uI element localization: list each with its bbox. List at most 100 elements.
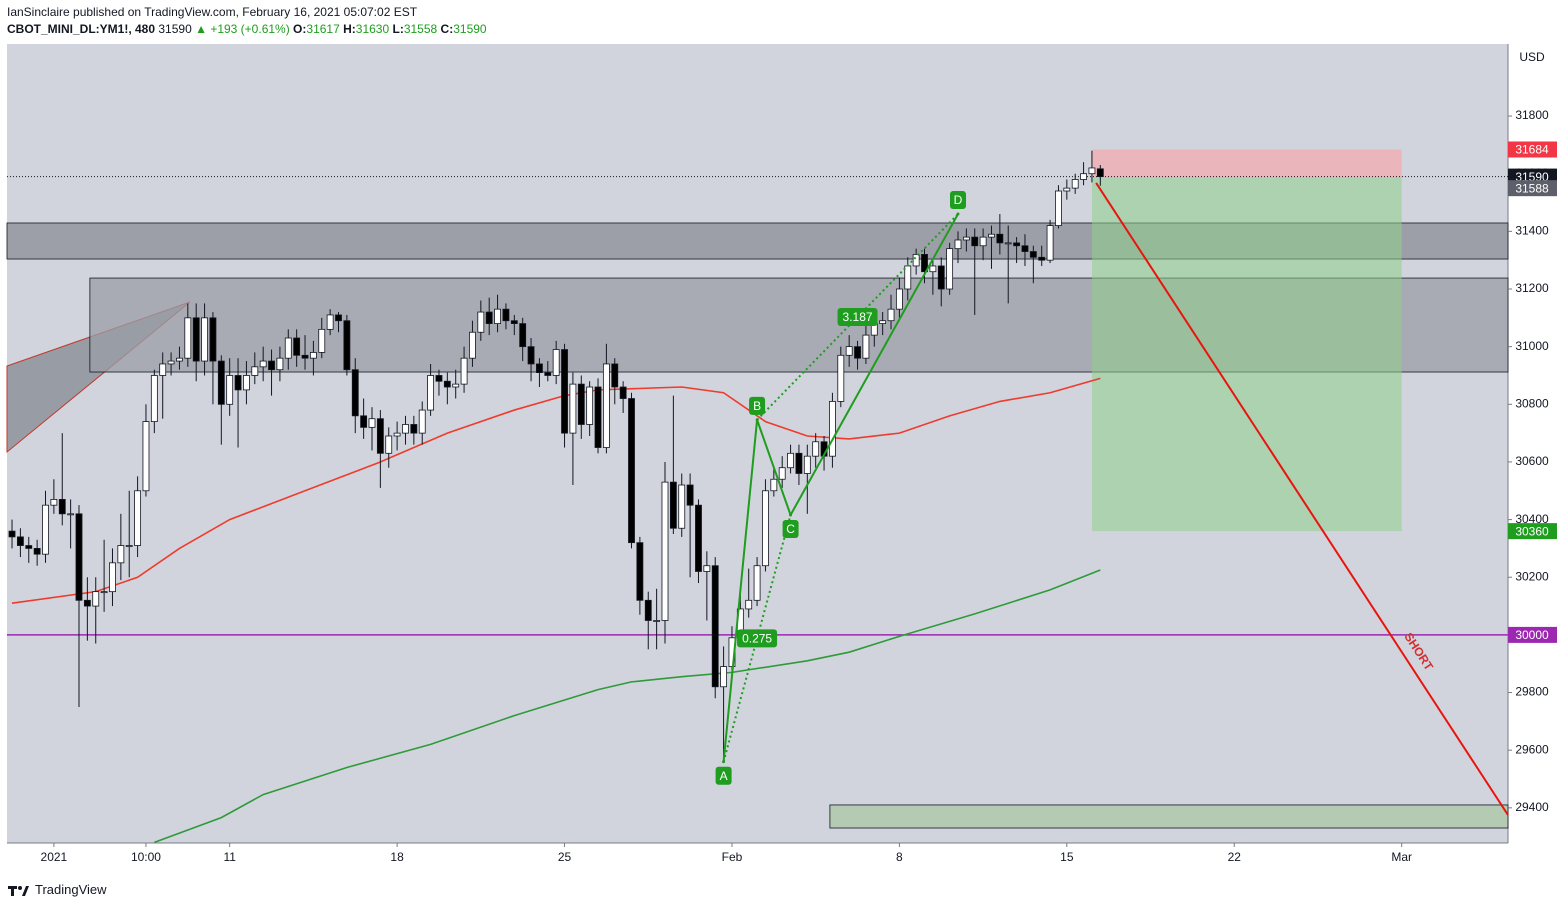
candle-body xyxy=(75,513,83,601)
candle-body xyxy=(234,375,242,391)
candle-body xyxy=(753,565,761,601)
candle-body xyxy=(318,328,326,353)
x-tick-label: 22 xyxy=(1228,850,1242,864)
candle-body xyxy=(42,504,49,555)
change: ▲ +193 (+0.61%) xyxy=(195,22,290,36)
last: 31590 xyxy=(158,22,192,36)
candle-body xyxy=(201,317,208,362)
candle-body xyxy=(611,363,619,388)
candle-body xyxy=(109,562,116,593)
ohlc-value: 31590 xyxy=(453,22,487,36)
candle-body xyxy=(837,354,845,402)
price-tag-label: 30360 xyxy=(1515,524,1549,538)
candle-body xyxy=(536,363,543,373)
candle-body xyxy=(996,233,1004,244)
price-tag xyxy=(1508,180,1557,197)
candle-body xyxy=(125,545,133,547)
logo xyxy=(8,885,29,896)
y-tick-label: 31200 xyxy=(1515,281,1549,295)
candle-body xyxy=(644,599,652,621)
y-tick-label: 29600 xyxy=(1515,742,1549,756)
candle-body xyxy=(954,239,962,250)
ohlc-label: C: xyxy=(440,22,454,36)
y-tick-label: 29800 xyxy=(1515,685,1549,699)
y-tick-label: 31000 xyxy=(1515,339,1549,353)
pattern-point xyxy=(722,760,726,764)
candle-body xyxy=(912,254,920,267)
price-tag-label: 31684 xyxy=(1515,143,1549,157)
candle-body xyxy=(720,666,728,688)
candle-body xyxy=(117,545,125,564)
candle-body xyxy=(351,369,359,417)
pattern-leg xyxy=(722,419,759,762)
candle-body xyxy=(83,599,91,607)
candle-body xyxy=(217,360,225,405)
candle-body xyxy=(494,308,501,324)
candle-body xyxy=(619,386,627,399)
candle-body xyxy=(979,236,987,247)
change-text: +193 (+0.61%) xyxy=(210,22,290,36)
candle-body xyxy=(309,352,317,359)
candle-body xyxy=(485,311,493,324)
x-tick-label: Mar xyxy=(1391,850,1412,864)
candle-body xyxy=(150,375,158,422)
candle-body xyxy=(402,424,409,434)
candle-body xyxy=(251,366,259,376)
candle-body xyxy=(293,337,301,356)
candle-body xyxy=(1063,187,1071,192)
candle-body xyxy=(1096,168,1104,177)
price-tag-label: 31588 xyxy=(1515,181,1549,195)
candle-body xyxy=(1029,251,1037,258)
candle-body xyxy=(661,481,669,621)
candle-body xyxy=(1021,245,1029,252)
candle-body xyxy=(812,441,820,457)
candle-body xyxy=(669,481,677,529)
candle-body xyxy=(594,386,602,448)
point-label: D xyxy=(954,193,963,207)
candle-body xyxy=(184,317,192,359)
x-tick-label: 2021 xyxy=(41,850,68,864)
x-tick-label: 15 xyxy=(1060,850,1074,864)
candle-body xyxy=(988,233,995,238)
pattern-point xyxy=(755,418,759,422)
pattern-point xyxy=(789,513,793,517)
pattern-point xyxy=(956,212,960,216)
currency: USD xyxy=(1519,50,1545,64)
candle-body xyxy=(787,452,794,469)
candle-body xyxy=(443,380,451,388)
x-tick-label: 10:00 xyxy=(131,850,161,864)
pattern-leg xyxy=(756,419,792,516)
candle-body xyxy=(469,331,476,359)
y-tick-label: 31800 xyxy=(1515,108,1549,122)
y-tick-label: 30200 xyxy=(1515,569,1549,583)
candle-body xyxy=(435,375,443,382)
point-box xyxy=(715,766,732,785)
candle-body xyxy=(695,504,702,572)
ratio-box xyxy=(837,307,878,326)
ohlc-label: H: xyxy=(343,22,356,36)
candle-body xyxy=(770,478,778,492)
ohlc-value: 31617 xyxy=(306,22,340,36)
candle-body xyxy=(829,401,836,457)
x-tick-label: 8 xyxy=(896,850,903,864)
y-tick-label: 31400 xyxy=(1515,224,1549,238)
candle-body xyxy=(845,346,853,356)
candle-body xyxy=(452,383,460,388)
candle-body xyxy=(678,484,686,529)
candle-body xyxy=(243,375,250,391)
ohlc-label: O: xyxy=(293,22,307,36)
candle-body xyxy=(937,265,945,290)
ohlc-label: L: xyxy=(392,22,404,36)
price-tag xyxy=(1508,523,1557,540)
candle-body xyxy=(33,548,41,555)
candle-body xyxy=(50,499,58,506)
candle-body xyxy=(368,418,376,428)
candle-body xyxy=(862,334,870,359)
x-tick-label: 18 xyxy=(390,850,404,864)
moving-average xyxy=(154,569,1101,844)
ratio-label: 0.275 xyxy=(742,632,772,646)
x-tick-label: Feb xyxy=(722,850,743,864)
candle-body xyxy=(259,360,267,368)
point-box xyxy=(949,191,966,210)
